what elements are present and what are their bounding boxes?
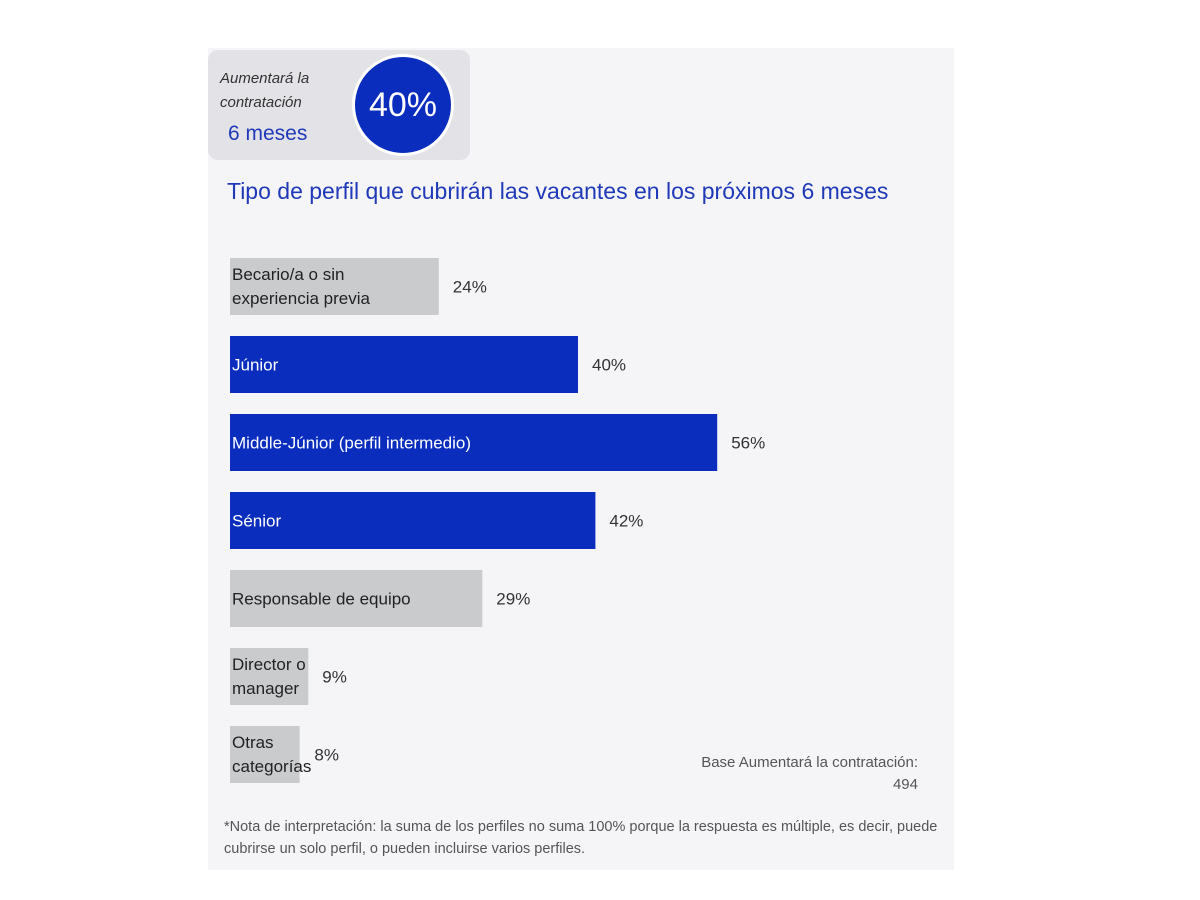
badge-label-line1: Aumentará la bbox=[220, 70, 310, 87]
category-label-otras-categorias: Otras categorías bbox=[232, 733, 311, 776]
bar-junior bbox=[230, 336, 578, 393]
category-label-senior: Sénior bbox=[232, 512, 281, 531]
bar-director-o-manager bbox=[230, 648, 309, 705]
category-label-director-o-manager: Director o manager bbox=[232, 655, 306, 698]
interpretation-footnote: *Nota de interpretación: la suma de los … bbox=[224, 819, 938, 857]
badge-period: 6 meses bbox=[228, 122, 308, 145]
category-label-junior: Júnior bbox=[232, 356, 279, 375]
category-label-middle-junior-perfil-intermedio: Middle-Júnior (perfil intermedio) bbox=[232, 434, 471, 453]
badge-percent-circle: 40% bbox=[352, 54, 454, 156]
category-label-becario-a-o-sin-experiencia-previa: Becario/a o sin experiencia previa bbox=[232, 265, 371, 308]
value-label-becario-a-o-sin-experiencia-previa: 24% bbox=[453, 278, 487, 297]
bar-middle-junior-perfil-intermedio bbox=[230, 414, 718, 471]
base-note: Base Aumentará la contratación: 494 bbox=[701, 754, 918, 793]
chart-title: Tipo de perfil que cubrirán las vacantes… bbox=[227, 178, 889, 204]
value-label-middle-junior-perfil-intermedio: 56% bbox=[731, 434, 765, 453]
hiring-increase-badge: Aumentará la contratación 6 meses 40% bbox=[208, 50, 470, 160]
badge-label-line2: contratación bbox=[220, 94, 302, 111]
bar-senior bbox=[230, 492, 596, 549]
bar-becario-a-o-sin-experiencia-previa bbox=[230, 258, 439, 315]
value-label-senior: 42% bbox=[609, 512, 643, 531]
value-label-director-o-manager: 9% bbox=[322, 668, 347, 687]
bar-otras-categorias bbox=[230, 726, 300, 783]
bar-responsable-de-equipo bbox=[230, 570, 483, 627]
value-label-otras-categorias: 8% bbox=[314, 746, 339, 765]
category-label-responsable-de-equipo: Responsable de equipo bbox=[232, 590, 411, 609]
value-label-junior: 40% bbox=[592, 356, 626, 375]
value-label-responsable-de-equipo: 29% bbox=[496, 590, 530, 609]
